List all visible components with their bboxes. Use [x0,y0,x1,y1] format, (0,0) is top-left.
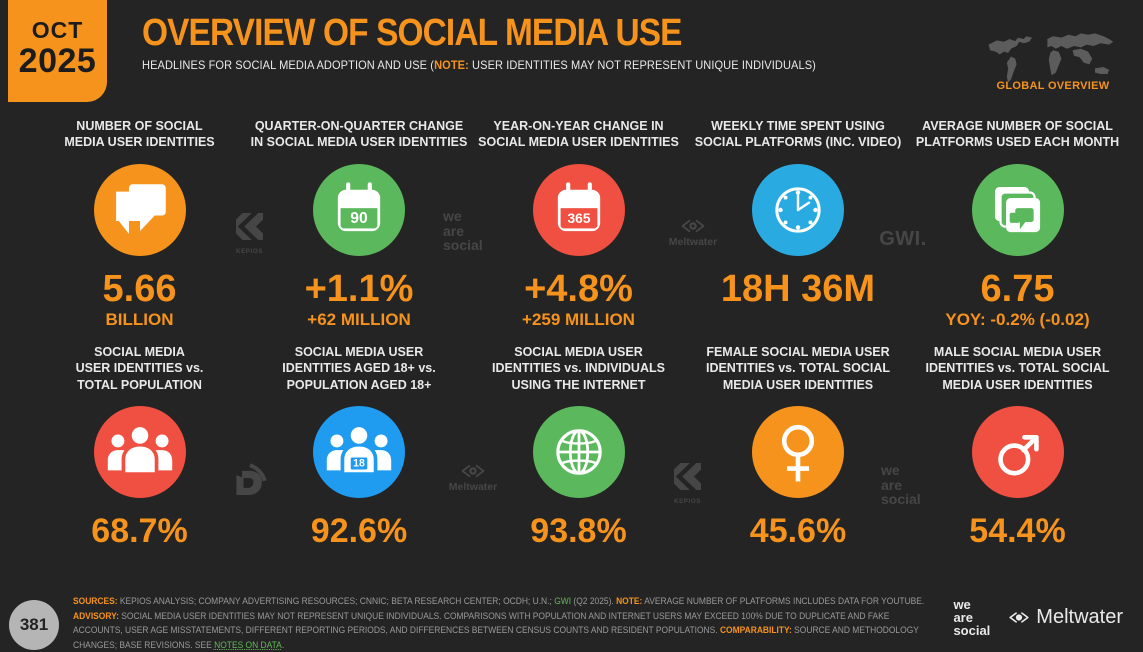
svg-text:90: 90 [350,210,368,227]
svg-text:18: 18 [353,458,365,470]
svg-text:365: 365 [567,211,590,226]
